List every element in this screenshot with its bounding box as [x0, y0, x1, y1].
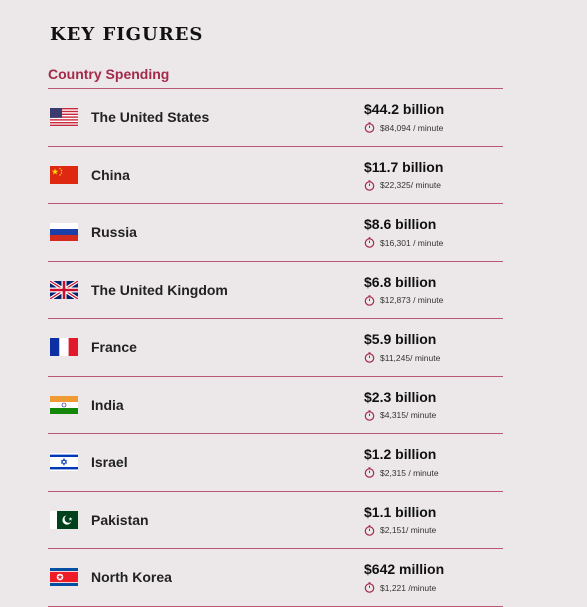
spending-amount: $8.6 billion [364, 216, 437, 232]
stopwatch-icon [364, 122, 375, 133]
list-item: North Korea $642 million $1,221 /minute [48, 549, 503, 607]
section-subtitle: Country Spending [48, 66, 170, 82]
country-name: Russia [91, 224, 137, 241]
country-name: India [91, 396, 124, 413]
country-name: The United Kingdom [91, 281, 228, 298]
spending-amount: $2.3 billion [364, 388, 437, 405]
france-flag-icon [50, 338, 78, 357]
spending-rate: $1,221 /minute [364, 582, 436, 593]
us-flag-icon [50, 108, 78, 127]
north-korea-flag-icon [50, 568, 78, 587]
spending-rate: $11,245/ minute [364, 352, 440, 363]
china-flag-icon [50, 165, 78, 184]
rate-text: $16,301 / minute [380, 237, 444, 248]
rate-text: $12,873 / minute [380, 295, 444, 305]
spending-rate: $2,315 / minute [364, 467, 439, 478]
list-item: Russia $8.6 billion $16,301 / minute [48, 204, 503, 262]
rate-text: $11,245/ minute [380, 352, 441, 363]
rate-text: $22,325/ minute [380, 180, 441, 190]
list-item: China $11.7 billion $22,325/ minute [48, 147, 503, 204]
stopwatch-icon [364, 582, 375, 593]
list-item: India $2.3 billion $4,315/ minute [48, 377, 503, 434]
spending-rate: $84,094 / minute [364, 122, 443, 133]
stopwatch-icon [364, 237, 375, 248]
spending-amount: $44.2 billion [364, 101, 445, 117]
country-name: France [91, 339, 137, 356]
russia-flag-icon [50, 223, 78, 242]
rate-text: $1,221 /minute [380, 582, 437, 593]
stopwatch-icon [364, 179, 375, 191]
spending-rate: $22,325/ minute [364, 179, 441, 191]
spending-amount: $11.7 billion [364, 158, 444, 175]
israel-flag-icon [50, 453, 78, 472]
pakistan-flag-icon [50, 510, 78, 529]
spending-amount: $6.8 billion [364, 273, 437, 290]
stopwatch-icon [364, 467, 375, 478]
country-name: China [91, 166, 130, 183]
india-flag-icon [50, 395, 78, 414]
spending-amount: $1.1 billion [364, 503, 437, 520]
country-name: Pakistan [91, 511, 149, 528]
rate-text: $2,151/ minute [380, 525, 437, 535]
rate-text: $84,094 / minute [380, 122, 444, 133]
list-item: France $5.9 billion $11,245/ minute [48, 319, 503, 377]
country-spending-list: The United States $44.2 billion $84,094 … [48, 88, 503, 607]
uk-flag-icon [50, 280, 78, 299]
spending-rate: $12,873 / minute [364, 294, 444, 306]
spending-rate: $2,151/ minute [364, 524, 437, 536]
spending-amount: $5.9 billion [364, 331, 437, 347]
country-name: The United States [91, 109, 210, 126]
list-item: Israel $1.2 billion $2,315 / minute [48, 434, 503, 492]
stopwatch-icon [364, 352, 375, 363]
rate-text: $2,315 / minute [380, 467, 439, 478]
rate-text: $4,315/ minute [380, 410, 437, 420]
stopwatch-icon [364, 524, 375, 536]
list-item: The United States $44.2 billion $84,094 … [48, 89, 503, 147]
spending-rate: $16,301 / minute [364, 237, 443, 248]
spending-rate: $4,315/ minute [364, 409, 437, 421]
spending-amount: $1.2 billion [364, 446, 437, 462]
stopwatch-icon [364, 294, 375, 306]
country-name: Israel [91, 454, 128, 471]
list-item: Pakistan $1.1 billion $2,151/ minute [48, 492, 503, 549]
spending-amount: $642 million [364, 561, 445, 577]
country-name: North Korea [91, 569, 172, 586]
page-title: KEY FIGURES [50, 24, 204, 45]
stopwatch-icon [364, 409, 375, 421]
list-item: The United Kingdom $6.8 billion $12,873 … [48, 262, 503, 319]
